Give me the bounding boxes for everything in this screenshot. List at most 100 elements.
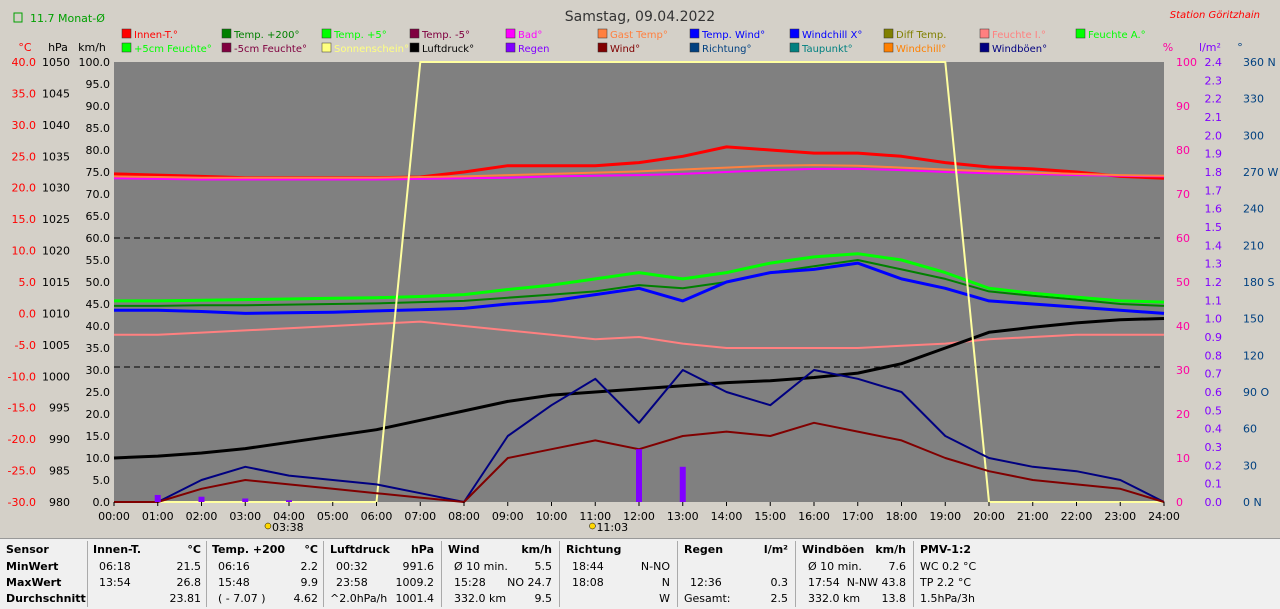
tick-label-time: 04:00 — [273, 510, 305, 523]
rain-bar — [679, 466, 686, 502]
tick-label-lm2: 2.4 — [1205, 56, 1223, 69]
tick-label-kmh: 80.0 — [86, 144, 111, 157]
divider — [441, 541, 442, 607]
col-pmv: PMV-1:2 WC 0.2 °C TP 2.2 °C 1.5hPa/3h — [920, 539, 1020, 609]
tick-label-hpa: 1015 — [42, 276, 70, 289]
legend-swatch — [409, 42, 420, 53]
legend-swatch — [221, 28, 232, 39]
tick-label-lm2: 1.9 — [1205, 148, 1223, 161]
innen-avg-value: 23.81 — [169, 592, 202, 605]
row-max-label: MaxWert — [6, 576, 62, 589]
tick-label-lm2: 0.9 — [1205, 331, 1223, 344]
tick-label-time: 08:00 — [448, 510, 480, 523]
stats-table: Sensor MinWert MaxWert Durchschnitt Inne… — [0, 538, 1280, 609]
tick-label-lm2: 1.3 — [1205, 258, 1223, 271]
tick-label-lm2: 0.7 — [1205, 368, 1223, 381]
legend-swatch — [221, 42, 232, 53]
col-wind: Wind km/h Ø 10 min. 5.5 15:28 NO 24.7 33… — [448, 539, 554, 609]
wind-header: Wind — [448, 543, 480, 556]
tick-label-degree: 120 — [1243, 349, 1264, 362]
wind-min-label: Ø 10 min. — [454, 560, 508, 573]
unit-percent: % — [1163, 41, 1173, 54]
grid — [114, 237, 1164, 368]
legend-swatch — [321, 42, 332, 53]
tick-label-percent: 40 — [1176, 320, 1190, 333]
tick-label-kmh: 55.0 — [86, 254, 111, 267]
tick-label-celsius: 30.0 — [12, 119, 37, 132]
tick-label-lm2: 0.4 — [1205, 423, 1223, 436]
luft-header: Luftdruck — [330, 543, 390, 556]
tick-label-kmh: 5.0 — [93, 474, 111, 487]
series-line-temp-200- — [114, 259, 1165, 307]
tick-label-hpa: 1025 — [42, 213, 70, 226]
richtung-avg-value: W — [659, 592, 670, 605]
temp-max-value: 9.9 — [300, 576, 319, 589]
tick-label-time: 07:00 — [404, 510, 436, 523]
legend-swatch — [409, 28, 420, 39]
tick-label-hpa: 1020 — [42, 245, 70, 258]
tick-label-lm2: 1.1 — [1205, 294, 1223, 307]
boen-unit: km/h — [875, 543, 906, 556]
tick-label-time: 06:00 — [361, 510, 393, 523]
pmv-trend: 1.5hPa/3h — [920, 592, 976, 605]
tick-label-kmh: 0.0 — [93, 496, 111, 509]
sensor-header: Sensor — [6, 543, 49, 556]
tick-label-kmh: 65.0 — [86, 210, 111, 223]
legend-swatch — [321, 28, 332, 39]
pmv-taupunkt: TP 2.2 °C — [920, 576, 972, 589]
legend-swatch — [121, 28, 132, 39]
tick-label-degree: 300 — [1243, 129, 1264, 142]
tick-label-percent: 30 — [1176, 364, 1190, 377]
unit-celsius: °C — [18, 41, 32, 54]
tick-label-lm2: 1.5 — [1205, 221, 1223, 234]
sun-marker-time: 03:38 — [272, 521, 304, 534]
innen-max-value: 26.8 — [176, 576, 202, 589]
wind-max-time: 15:28 — [454, 576, 486, 589]
row-avg-label: Durchschnitt — [6, 592, 86, 605]
tick-label-celsius: 0.0 — [19, 307, 37, 320]
tick-label-celsius: 35.0 — [12, 87, 37, 100]
legend-label: Diff Temp. — [896, 30, 946, 41]
col-innen: Innen-T. °C 06:18 21.5 13:54 26.8 23.81 — [93, 539, 203, 609]
wind-avg-value: 9.5 — [534, 592, 553, 605]
tick-label-degree: 210 — [1243, 239, 1264, 252]
legend-swatch — [121, 42, 132, 53]
sun-icon — [589, 522, 596, 530]
legend-swatch — [597, 28, 608, 39]
legend-label: Feuchte A.° — [1088, 30, 1146, 41]
tick-label-percent: 10 — [1176, 452, 1190, 465]
legend-swatch — [883, 42, 894, 53]
tick-label-percent: 80 — [1176, 144, 1190, 157]
pmv-header: PMV-1:2 — [920, 543, 971, 556]
tick-label-percent: 60 — [1176, 232, 1190, 245]
luft-max-value: 1009.2 — [395, 576, 435, 589]
wind-unit: km/h — [521, 543, 552, 556]
tick-label-hpa: 985 — [49, 465, 70, 478]
tick-label-kmh: 95.0 — [86, 78, 111, 91]
unit-degree: ° — [1237, 41, 1243, 54]
tick-label-kmh: 90.0 — [86, 100, 111, 113]
temp-avg-note: ( - 7.07 ) — [218, 592, 266, 605]
tick-label-lm2: 0.6 — [1205, 386, 1223, 399]
tick-label-kmh: 30.0 — [86, 364, 111, 377]
tick-label-time: 01:00 — [142, 510, 174, 523]
wind-distance: 332.0 km — [454, 592, 507, 605]
tick-label-percent: 70 — [1176, 188, 1190, 201]
tick-label-degree: 330 — [1243, 93, 1264, 106]
luft-min-value: 991.6 — [402, 560, 435, 573]
series-line-windb-en- — [114, 369, 1165, 503]
tick-label-percent: 0 — [1176, 496, 1183, 509]
legend-swatch — [1075, 28, 1086, 39]
tick-label-hpa: 1010 — [42, 307, 70, 320]
rain-bar — [154, 494, 161, 502]
tick-label-time: 14:00 — [711, 510, 743, 523]
tick-label-time: 19:00 — [929, 510, 961, 523]
tick-label-lm2: 0.3 — [1205, 441, 1223, 454]
legend-label: Windchill X° — [802, 30, 862, 41]
divider — [559, 541, 560, 607]
tick-label-celsius: 40.0 — [12, 56, 37, 69]
tick-label-kmh: 35.0 — [86, 342, 111, 355]
tick-label-kmh: 20.0 — [86, 408, 111, 421]
avg-marker-icon — [13, 12, 23, 23]
boen-avg-value: 13.8 — [881, 592, 907, 605]
